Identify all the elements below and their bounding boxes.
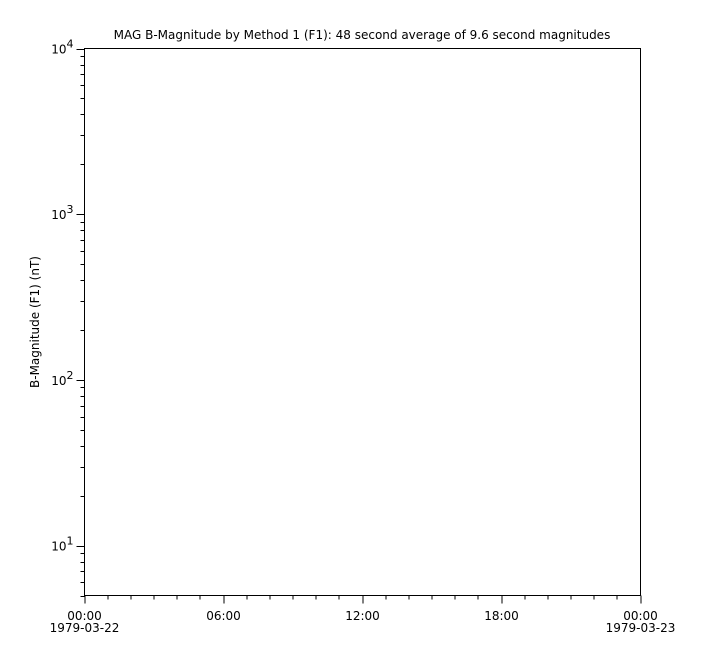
- x-tick-time: 18:00: [484, 609, 519, 623]
- plot-frame: [84, 48, 641, 596]
- y-tick-label: 101: [51, 535, 73, 554]
- x-tick-time: 12:00: [345, 609, 380, 623]
- x-tick-time: 00:00: [67, 609, 102, 623]
- x-tick-time: 06:00: [206, 609, 241, 623]
- x-tick-time: 00:00: [623, 609, 658, 623]
- y-tick-label: 103: [51, 203, 73, 222]
- x-tick-date: 1979-03-22: [50, 621, 120, 635]
- y-tick-label: 102: [51, 369, 73, 388]
- x-tick-date: 1979-03-23: [606, 621, 676, 635]
- chart-title: MAG B-Magnitude by Method 1 (F1): 48 sec…: [114, 28, 611, 42]
- y-axis-label: B-Magnitude (F1) (nT): [28, 256, 42, 388]
- y-tick-label: 104: [51, 38, 73, 57]
